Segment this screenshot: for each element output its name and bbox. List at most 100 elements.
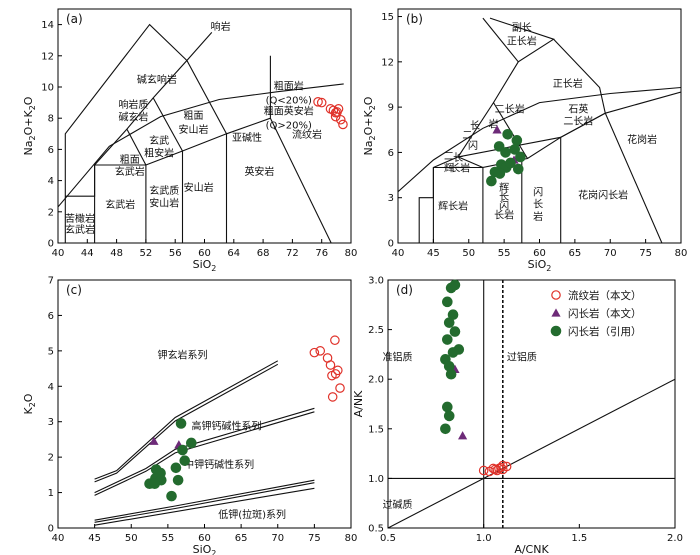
y-tick-label: 3 [388, 193, 394, 204]
data-point [330, 335, 340, 346]
data-point [449, 326, 461, 337]
y-tick-label: 2.0 [368, 375, 384, 386]
data-point [170, 462, 182, 474]
data-point [515, 151, 526, 163]
data-point [443, 410, 455, 422]
plot-frame [387, 279, 676, 529]
y-axis-label: Na2O+K2O [362, 96, 377, 155]
boundary-line [145, 55, 271, 243]
x-axis-label: A/CNK [514, 543, 549, 555]
y-tick-label: 9 [388, 103, 394, 114]
data-point [177, 444, 188, 456]
x-axis-label: SiO2 [193, 258, 217, 273]
data-point [500, 147, 511, 158]
data-point [502, 129, 513, 140]
field-label: 石英 [568, 103, 588, 116]
legend-label: 闪长岩（引用） [568, 325, 642, 338]
y-tick-label: 8 [48, 114, 54, 125]
x-tick-label: 44 [81, 248, 94, 259]
boundary-line [94, 360, 279, 480]
field-label: 英安岩 [244, 165, 274, 178]
field-label: 长 [499, 191, 509, 203]
x-tick-label: 72 [286, 248, 299, 259]
data-point [449, 279, 461, 291]
field-label: 安山岩 [149, 196, 179, 209]
data-point [512, 163, 524, 175]
x-tick-label: 0.5 [380, 533, 396, 544]
field-label: 二 [444, 151, 454, 162]
field-label: (Q<20%) [266, 95, 312, 106]
data-point [166, 490, 177, 502]
y-tick-label: 0 [388, 239, 394, 250]
boundary-line [94, 487, 315, 526]
panel-b: 40 45 50 55 60 65 70 75 80 0 3 6 9 12 15 SiO2 Na2O+K2O (b… [362, 8, 687, 273]
y-tick-label: 6 [48, 311, 54, 322]
boundary-line [457, 156, 484, 169]
data-point [486, 175, 497, 187]
x-tick-label: 75 [639, 248, 652, 259]
field-label: 粗面 [120, 154, 140, 166]
data-point [443, 361, 455, 372]
classification-lines [58, 23, 344, 243]
y-tick-label: 3.0 [368, 276, 384, 287]
y-axis-label: K2O [22, 393, 37, 414]
x-tick-label: 55 [498, 248, 511, 259]
boundary-line [58, 83, 344, 208]
field-label: 碱玄响岩 [137, 73, 177, 86]
field-label: 正长岩 [553, 77, 583, 90]
field-label: 二长岩 [563, 115, 593, 128]
panel-c: 40 45 50 55 60 65 70 75 8001234567SiO2K2O(c)钾玄岩系… [22, 276, 357, 555]
field-label: 粗面岩 [274, 79, 304, 92]
field-label: 安山岩 [179, 123, 209, 136]
data-point [509, 144, 521, 155]
legend-label: 流纹岩（本文） [568, 289, 642, 302]
data-point [492, 125, 502, 134]
data-point [447, 347, 459, 358]
field-label: 过碱质 [383, 498, 413, 511]
y-tick-label: 6 [48, 145, 54, 156]
field-label: (Q>20%) [266, 120, 312, 131]
data-point [442, 401, 453, 413]
field-label: 长 [470, 120, 480, 132]
x-tick-label: 2.0 [667, 533, 683, 544]
boundary-line [457, 91, 681, 158]
legend-marker [551, 308, 561, 317]
field-label: 亚碱性 [232, 131, 262, 144]
field-label: 粗面 [184, 110, 204, 122]
field-label: 流纹岩 [292, 128, 322, 141]
series-dot [144, 418, 197, 502]
y-tick-label: 12 [381, 57, 394, 68]
data-point [172, 474, 184, 486]
field-label: 碱玄岩 [118, 111, 148, 124]
field-label: 粗面英安岩 [264, 104, 314, 117]
y-tick-label: 4 [48, 176, 54, 187]
data-point [490, 464, 500, 475]
x-tick-label: 65 [569, 248, 582, 259]
x-tick-label: 48 [110, 248, 123, 259]
boundary-line [388, 378, 675, 528]
field-label: 安山岩 [184, 181, 214, 194]
classification-lines [388, 280, 675, 528]
panel-label: (d) [396, 283, 413, 297]
data-point [440, 423, 451, 435]
field-label: 低钾(拉斑)系列 [218, 508, 286, 521]
series-circle [478, 460, 512, 477]
y-axis-label: A/NK [352, 390, 365, 417]
data-point [149, 478, 160, 490]
x-tick-label: 1.5 [571, 533, 587, 544]
data-point [497, 460, 508, 471]
boundary-line [94, 482, 315, 523]
x-tick-label: 1.0 [476, 533, 492, 544]
plot-frame [57, 279, 352, 529]
field-label: 闪 [533, 186, 543, 199]
x-tick-label: 55 [162, 533, 175, 544]
x-tick-label: 80 [345, 533, 358, 544]
y-tick-label: 3 [48, 417, 54, 428]
data-point [327, 392, 338, 402]
data-point [175, 418, 187, 429]
data-point [149, 436, 159, 445]
field-label: 高钾钙碱性系列 [191, 419, 261, 432]
field-label: 响岩 [211, 20, 231, 33]
field-label: 玄武 [149, 134, 169, 147]
field-label: 玄武岩 [105, 198, 135, 211]
